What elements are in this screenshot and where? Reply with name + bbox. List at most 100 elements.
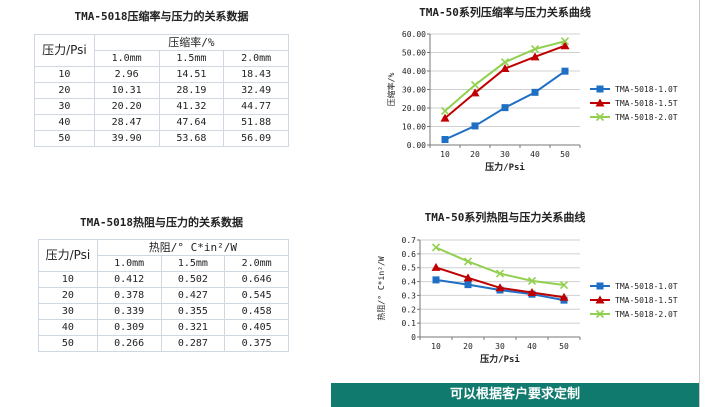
data-point xyxy=(495,283,505,292)
x-tick-label: 10 xyxy=(440,150,450,159)
data-point xyxy=(561,67,569,75)
table1-col-header: 1.5mm xyxy=(158,50,225,67)
y-tick-label: 0 xyxy=(411,333,416,342)
y-axis-label: 热阻/° C*in²/W xyxy=(376,256,386,320)
table1-cell: 32.49 xyxy=(223,82,289,99)
data-point xyxy=(431,262,441,271)
table2-cell: 0.355 xyxy=(160,303,226,320)
legend-swatch-marker xyxy=(595,309,605,319)
table1-psi-cell: 50 xyxy=(34,130,95,147)
series-line xyxy=(435,246,565,287)
legend-swatch-marker xyxy=(595,112,605,122)
table2-group-header: 热阻/° C*in²/W xyxy=(96,239,290,256)
table2-cell: 0.405 xyxy=(224,319,289,336)
table2-psi-cell: 20 xyxy=(38,287,98,304)
table1-cell: 39.90 xyxy=(93,130,160,147)
data-point xyxy=(463,273,473,282)
y-tick-label: 0.6 xyxy=(402,250,417,259)
table2-psi-cell: 50 xyxy=(38,335,98,352)
data-point xyxy=(470,88,480,97)
data-point xyxy=(500,64,510,73)
legend-entry: TMA-5018-2.0T xyxy=(615,310,678,319)
x-tick-label: 10 xyxy=(431,342,441,351)
x-tick-label: 20 xyxy=(463,342,473,351)
x-tick-label: 30 xyxy=(500,150,510,159)
legend-entry: TMA-5018-2.0T xyxy=(615,113,678,122)
chart-title: TMA-50系列压缩率与压力关系曲线 xyxy=(419,5,591,19)
table-row: 50 39.90 53.68 56.09 xyxy=(34,130,289,147)
table-row: 30 0.339 0.355 0.458 xyxy=(38,303,289,320)
table2-cell: 0.339 xyxy=(96,303,162,320)
table1-cell: 14.51 xyxy=(158,66,225,83)
table1-title: TMA-5018压缩率与压力的关系数据 xyxy=(74,10,249,23)
data-point xyxy=(530,44,540,54)
x-tick-label: 40 xyxy=(530,150,540,159)
table1-col-header: 2.0mm xyxy=(223,50,289,67)
table-row: 50 0.266 0.287 0.375 xyxy=(38,335,289,352)
compression-table: 压力/Psi 压缩率/% 1.0mm 1.5mm 2.0mm 10 2.96 14.… xyxy=(34,34,290,147)
y-tick-label: 0.1 xyxy=(402,319,417,328)
data-point xyxy=(432,276,440,284)
data-point xyxy=(559,292,569,301)
table-row: 10 2.96 14.51 18.43 xyxy=(34,66,289,83)
table2-cell: 0.646 xyxy=(224,271,289,288)
x-tick-label: 40 xyxy=(527,342,537,351)
table1-psi-cell: 20 xyxy=(34,82,95,99)
table2-col-header: 2.0mm xyxy=(224,255,289,272)
data-point xyxy=(431,243,441,252)
customization-banner: 可以根据客户要求定制 xyxy=(331,383,699,407)
table2-cell: 0.378 xyxy=(96,287,162,304)
table1-cell: 2.96 xyxy=(93,66,160,83)
data-point xyxy=(527,288,537,297)
data-point xyxy=(471,122,479,130)
y-tick-label: 0.7 xyxy=(402,236,417,245)
table2-psi-cell: 30 xyxy=(38,303,98,320)
table1-cell: 41.32 xyxy=(158,98,225,115)
y-tick-label: 0.00 xyxy=(407,141,426,150)
table1-psi-cell: 10 xyxy=(34,66,95,83)
table1-cell: 53.68 xyxy=(158,130,225,147)
table-row: 20 0.378 0.427 0.545 xyxy=(38,287,289,304)
data-point xyxy=(530,52,540,61)
y-tick-label: 0.2 xyxy=(402,305,417,314)
table1-cell: 10.31 xyxy=(93,82,160,99)
y-tick-label: 30.00 xyxy=(402,86,426,95)
data-point xyxy=(463,257,473,266)
table2-row-header: 压力/Psi xyxy=(38,239,98,272)
data-point xyxy=(440,106,450,115)
table2-cell: 0.412 xyxy=(96,271,162,288)
y-axis-label: 压缩率/% xyxy=(386,73,396,107)
table1-cell: 20.20 xyxy=(93,98,160,115)
table-row: 40 28.47 47.64 51.88 xyxy=(34,114,289,131)
data-point xyxy=(559,280,569,290)
data-point xyxy=(500,58,510,67)
table2-psi-cell: 40 xyxy=(38,319,98,336)
y-tick-label: 0.5 xyxy=(402,264,417,273)
table1-cell: 44.77 xyxy=(223,98,289,115)
thermal-resistance-chart: TMA-50系列热阻与压力关系曲线 0 0.1 0.2 0.3 0.4 0.5 0.6 0.7 1… xyxy=(376,210,678,365)
data-point xyxy=(441,136,449,144)
page-right-border xyxy=(699,0,700,407)
data-point xyxy=(440,113,450,122)
y-tick-label: 0.3 xyxy=(402,291,417,300)
table1-cell: 56.09 xyxy=(223,130,289,147)
y-tick-label: 50.00 xyxy=(402,49,426,58)
legend-entry: TMA-5018-1.0T xyxy=(615,282,678,291)
legend-entry: TMA-5018-1.5T xyxy=(615,296,678,305)
table2-cell: 0.309 xyxy=(96,319,162,336)
table-row: 40 0.309 0.321 0.405 xyxy=(38,319,289,336)
table2-cell: 0.502 xyxy=(160,271,226,288)
legend-swatch-marker xyxy=(596,282,604,290)
x-axis-label: 压力/Psi xyxy=(480,353,520,365)
table1-cell: 51.88 xyxy=(223,114,289,131)
table-row: 20 10.31 28.19 32.49 xyxy=(34,82,289,99)
table2-cell: 0.545 xyxy=(224,287,289,304)
table2-cell: 0.287 xyxy=(160,335,226,352)
table2-title: TMA-5018热阻与压力的关系数据 xyxy=(80,216,243,229)
table1-psi-cell: 30 xyxy=(34,98,95,115)
table2-cell: 0.321 xyxy=(160,319,226,336)
compression-chart: TMA-50系列压缩率与压力关系曲线 0.00 10.00 20.00 30.00 40.… xyxy=(386,5,678,173)
table2-col-header: 1.0mm xyxy=(96,255,162,272)
x-tick-label: 30 xyxy=(495,342,505,351)
table1-cell: 18.43 xyxy=(223,66,289,83)
